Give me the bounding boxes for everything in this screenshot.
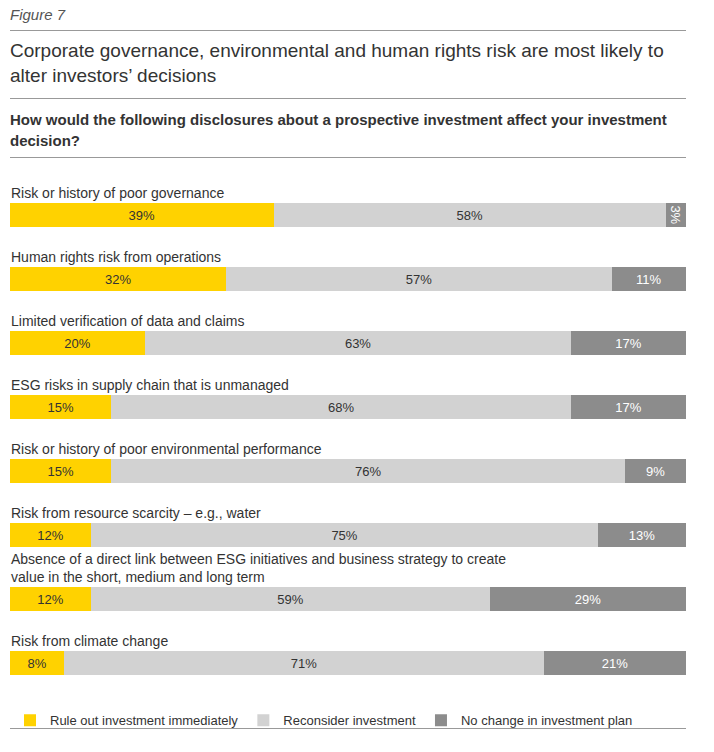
svg-text:17%: 17% xyxy=(615,400,641,415)
html-text:Figure 7: Figure 7 xyxy=(10,6,65,23)
html-text:How would the following disclo: How would the following disclosures abou… xyxy=(10,111,667,149)
svg-text:Risk or history of poor enviro: Risk or history of poor environmental pe… xyxy=(11,441,322,457)
svg-text:No change in investment plan: No change in investment plan xyxy=(461,713,632,728)
svg-text:57%: 57% xyxy=(406,272,432,287)
svg-text:9%: 9% xyxy=(646,464,665,479)
svg-text:68%: 68% xyxy=(328,400,354,415)
svg-text:58%: 58% xyxy=(456,208,482,223)
svg-text:Rule out investment immediatel: Rule out investment immediately xyxy=(50,713,238,728)
svg-text:Absence of a direct link betwe: Absence of a direct link between ESG ini… xyxy=(11,551,506,585)
svg-text:75%: 75% xyxy=(331,528,357,543)
svg-text:15%: 15% xyxy=(47,464,73,479)
svg-text:21%: 21% xyxy=(602,656,628,671)
svg-text:29%: 29% xyxy=(575,592,601,607)
svg-text:Human rights risk from operati: Human rights risk from operations xyxy=(11,249,221,265)
svg-text:8%: 8% xyxy=(27,656,46,671)
svg-text:Limited verification of data a: Limited verification of data and claims xyxy=(11,313,244,329)
svg-text:Reconsider investment: Reconsider investment xyxy=(283,713,416,728)
svg-text:13%: 13% xyxy=(629,528,655,543)
svg-text:12%: 12% xyxy=(37,528,63,543)
svg-text:39%: 39% xyxy=(129,208,155,223)
svg-text:Risk from climate change: Risk from climate change xyxy=(11,633,168,649)
svg-text:Risk or history of poor govern: Risk or history of poor governance xyxy=(11,185,224,201)
svg-text:63%: 63% xyxy=(345,336,371,351)
html-text:Corporate governance, environm: Corporate governance, environmental and … xyxy=(10,40,664,86)
svg-text:15%: 15% xyxy=(47,400,73,415)
svg-text:59%: 59% xyxy=(277,592,303,607)
svg-text:Risk from resource scarcity –: Risk from resource scarcity – e.g., wate… xyxy=(11,505,261,521)
svg-text:17%: 17% xyxy=(615,336,641,351)
svg-text:71%: 71% xyxy=(291,656,317,671)
svg-text:20%: 20% xyxy=(64,336,90,351)
svg-text:32%: 32% xyxy=(105,272,131,287)
svg-text:ESG risks in supply chain that: ESG risks in supply chain that is unmana… xyxy=(11,377,289,393)
svg-text:12%: 12% xyxy=(37,592,63,607)
svg-text:11%: 11% xyxy=(636,272,661,287)
svg-text:3%: 3% xyxy=(668,205,683,224)
svg-text:76%: 76% xyxy=(355,464,381,479)
